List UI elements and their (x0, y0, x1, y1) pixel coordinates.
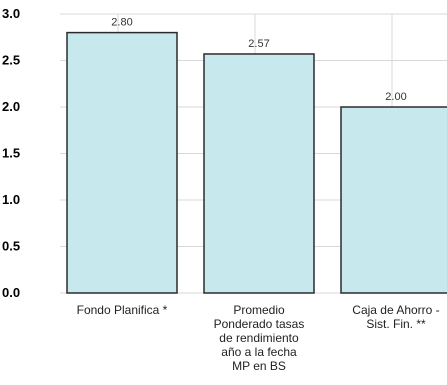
data-labels: 2.80 2.57 2.00 (111, 17, 406, 103)
x-tick-label: Fondo Planifica * (76, 303, 168, 317)
data-label: 2.57 (248, 38, 269, 50)
bar (340, 106, 447, 294)
y-axis-ticks: 0.0 0.5 1.0 1.5 2.0 2.5 3.0 (2, 6, 20, 300)
bar (203, 53, 315, 294)
data-label: 2.80 (111, 17, 132, 29)
y-tick-label: 1.0 (2, 192, 20, 207)
y-tick-label: 2.0 (2, 99, 20, 114)
x-tick-label: Caja de Ahorro - Sist. Fin. ** (352, 303, 440, 331)
bars (66, 31, 447, 294)
y-tick-label: 0.0 (2, 285, 20, 300)
bar (66, 31, 178, 294)
y-tick-label: 2.5 (2, 53, 20, 68)
y-tick-label: 1.5 (2, 146, 20, 161)
x-tick-label: Promedio Ponderado tasas de rendimiento … (213, 303, 305, 373)
y-tick-label: 3.0 (2, 6, 20, 21)
y-tick-label: 0.5 (2, 239, 20, 254)
data-label: 2.00 (385, 91, 406, 103)
